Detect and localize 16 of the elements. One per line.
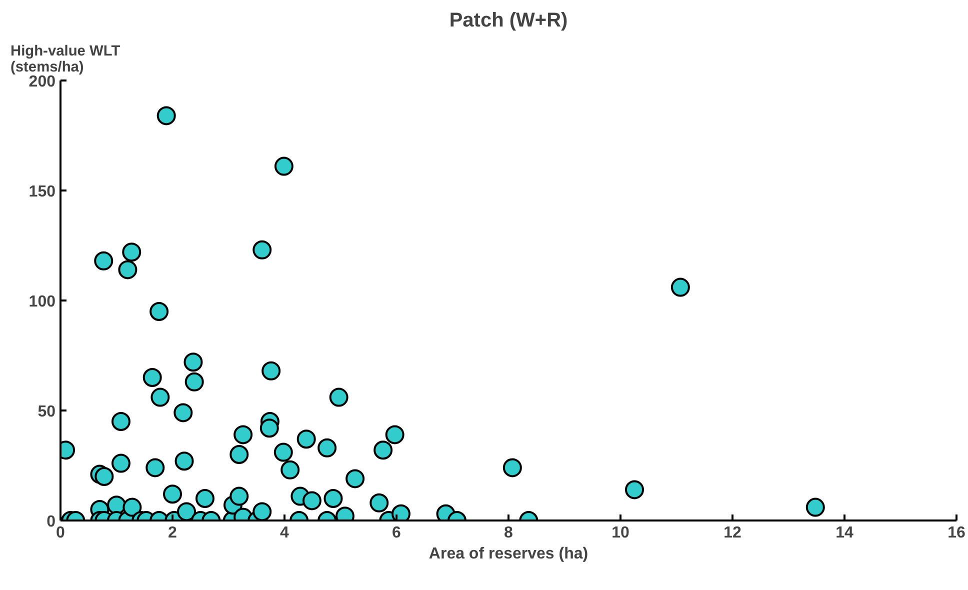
- y-tick-label: 100: [28, 294, 56, 310]
- x-tick-label: 8: [504, 524, 514, 542]
- y-axis-title: High-value WLT (stems/ha): [10, 44, 120, 76]
- y-tick-label: 150: [28, 184, 56, 200]
- x-axis-title: Area of reserves (ha): [428, 546, 588, 562]
- y-tick-label: 0: [46, 514, 56, 530]
- y-tick-label: 50: [38, 404, 56, 420]
- x-tick-label: 6: [392, 524, 402, 542]
- x-tick-label: 14: [836, 524, 854, 542]
- x-tick-label: 4: [280, 524, 290, 542]
- x-tick-label: 2: [168, 524, 178, 542]
- y-tick-label: 200: [28, 74, 56, 90]
- x-tick-label: 10: [612, 524, 630, 542]
- chart-title: Patch (W+R): [449, 10, 568, 32]
- x-tick-label: 12: [724, 524, 742, 542]
- x-tick-label: 16: [948, 524, 966, 542]
